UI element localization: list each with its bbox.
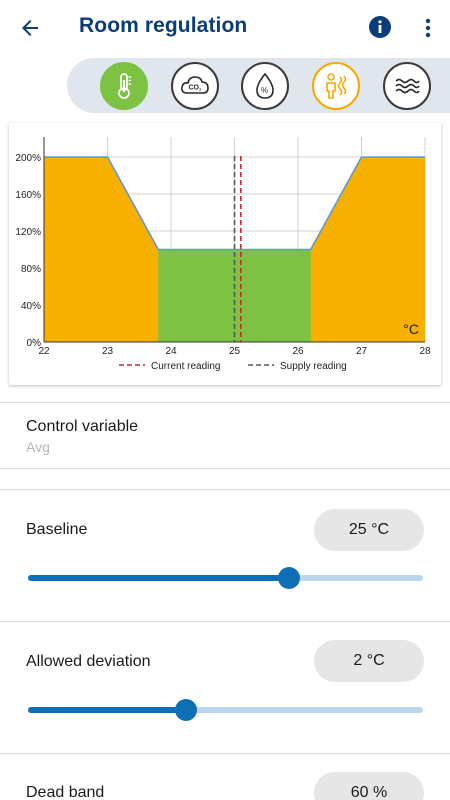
regulation-chart: 22 23 24 25 26 27 28 0% 40% 80% 120% 160% 200% °C Curr… xyxy=(15,137,431,372)
mode-co2-button[interactable]: CO 2 xyxy=(171,62,219,110)
divider xyxy=(0,402,450,403)
baseline-slider[interactable] xyxy=(28,566,423,590)
allowed-deviation-value-button[interactable]: 2 °C xyxy=(314,640,424,682)
x-tick-label: 23 xyxy=(102,346,114,357)
y-tick-label: 80% xyxy=(21,264,41,275)
mode-comfort-button[interactable] xyxy=(312,62,360,110)
svg-text:2: 2 xyxy=(199,87,202,92)
x-tick-label: 26 xyxy=(292,346,304,357)
legend-supply-label: Supply reading xyxy=(280,361,347,372)
y-tick-label: 160% xyxy=(15,190,41,201)
more-vert-icon xyxy=(425,18,431,38)
allowed-deviation-slider[interactable] xyxy=(28,698,423,722)
thermometer-icon xyxy=(118,73,131,99)
humidity-drop-icon: % xyxy=(256,72,274,99)
co2-cloud-icon: CO 2 xyxy=(181,76,209,94)
svg-text:%: % xyxy=(261,86,268,95)
unit-label: °C xyxy=(403,321,419,337)
page-title: Room regulation xyxy=(79,14,248,37)
back-button[interactable] xyxy=(14,12,46,44)
allowed-deviation-label: Allowed deviation xyxy=(26,653,151,670)
info-button[interactable] xyxy=(368,15,392,39)
x-tick-label: 24 xyxy=(165,346,177,357)
regulation-chart-card: 22 23 24 25 26 27 28 0% 40% 80% 120% 160% 200% °C Curr… xyxy=(9,123,441,385)
control-variable-value: Avg xyxy=(26,439,50,455)
divider xyxy=(0,489,450,490)
mode-air-button[interactable] xyxy=(383,62,431,110)
person-heat-icon xyxy=(326,73,347,99)
svg-text:CO: CO xyxy=(189,85,200,92)
app-bar: Room regulation xyxy=(0,0,450,56)
slider-fill xyxy=(28,575,289,581)
arrow-back-icon xyxy=(22,20,38,36)
x-tick-label: 25 xyxy=(229,346,241,357)
mode-humidity-button[interactable]: % xyxy=(241,62,289,110)
x-tick-label: 22 xyxy=(38,346,50,357)
divider xyxy=(0,621,450,622)
divider xyxy=(0,468,450,469)
y-tick-label: 200% xyxy=(15,153,41,164)
info-icon xyxy=(369,16,391,38)
slider-thumb[interactable] xyxy=(175,699,197,721)
slider-fill xyxy=(28,707,186,713)
air-flow-icon xyxy=(395,78,420,94)
x-tick-label: 28 xyxy=(419,346,431,357)
more-options-button[interactable] xyxy=(416,14,440,42)
baseline-value-button[interactable]: 25 °C xyxy=(314,509,424,551)
dead-band-label: Dead band xyxy=(26,784,105,800)
y-tick-label: 120% xyxy=(15,227,41,238)
dead-band-value-button[interactable]: 60 % xyxy=(314,772,424,800)
regulation-curve xyxy=(44,156,425,251)
divider xyxy=(0,753,450,754)
legend-current-label: Current reading xyxy=(151,361,220,372)
y-tick-label: 40% xyxy=(21,301,41,312)
mode-temperature-button[interactable] xyxy=(100,62,148,110)
baseline-label: Baseline xyxy=(26,521,88,538)
y-tick-label: 0% xyxy=(27,338,42,349)
slider-thumb[interactable] xyxy=(278,567,300,589)
slider-track xyxy=(28,707,423,713)
control-variable-label: Control variable xyxy=(26,418,139,435)
x-tick-label: 27 xyxy=(356,346,368,357)
